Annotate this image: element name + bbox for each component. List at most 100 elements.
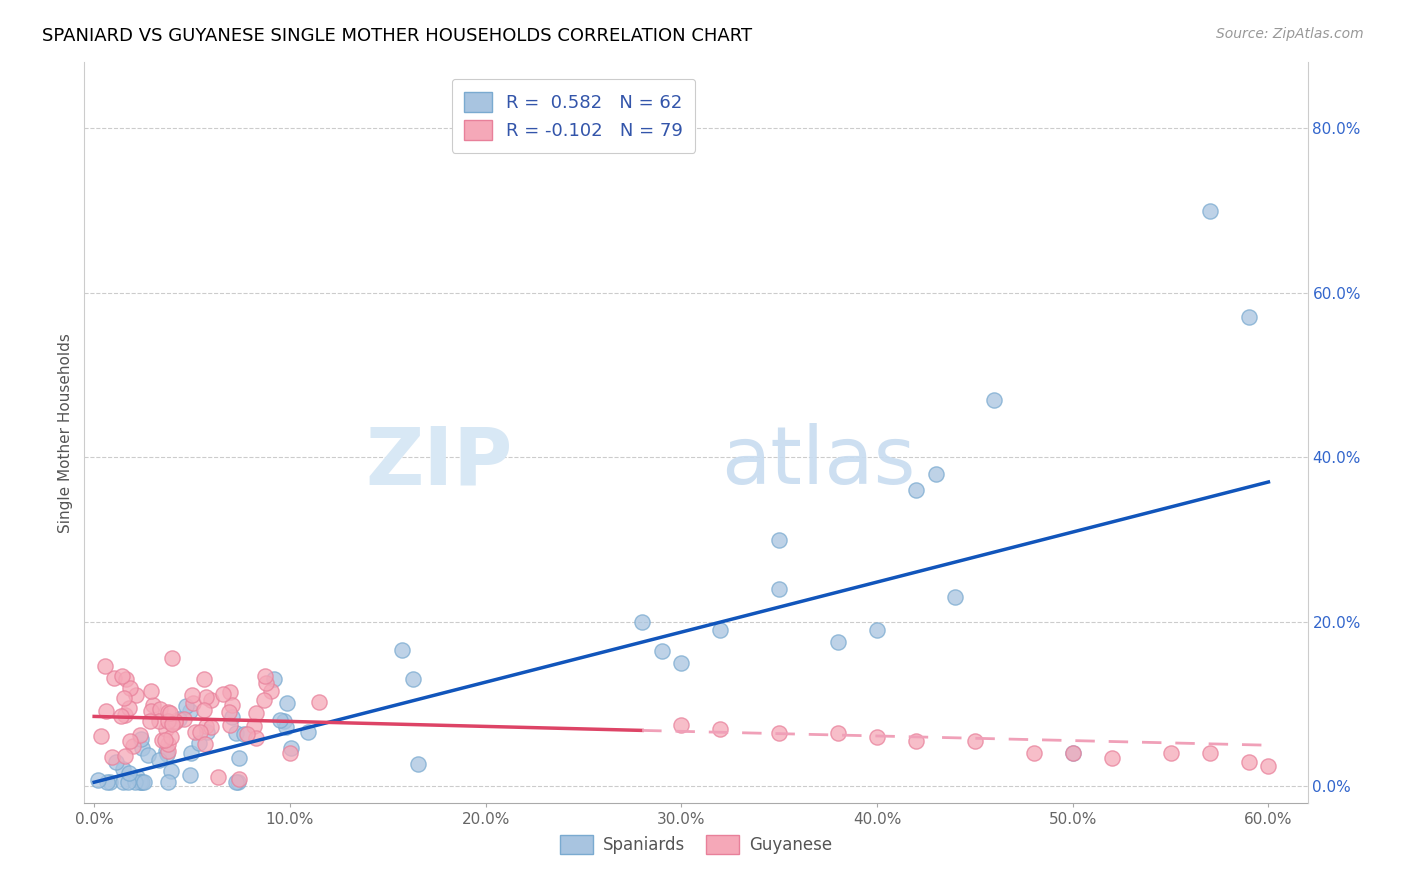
Point bbox=[1062, 747, 1084, 761]
Point bbox=[155, 722, 177, 736]
Point bbox=[156, 705, 179, 719]
Point bbox=[195, 725, 218, 739]
Point bbox=[1101, 750, 1123, 764]
Point bbox=[402, 672, 425, 686]
Point bbox=[278, 746, 301, 760]
Point bbox=[160, 650, 183, 665]
Point bbox=[269, 713, 291, 727]
Point bbox=[90, 729, 112, 743]
Point bbox=[709, 623, 731, 637]
Text: ZIP: ZIP bbox=[366, 423, 513, 501]
Point bbox=[221, 698, 243, 712]
Point bbox=[148, 753, 170, 767]
Point bbox=[160, 730, 183, 744]
Point bbox=[254, 675, 277, 690]
Point bbox=[139, 704, 162, 718]
Text: atlas: atlas bbox=[721, 423, 915, 501]
Point bbox=[148, 714, 170, 728]
Point bbox=[136, 748, 159, 763]
Point bbox=[180, 747, 202, 761]
Point bbox=[139, 714, 162, 729]
Point bbox=[1062, 747, 1084, 761]
Point bbox=[228, 772, 250, 786]
Point bbox=[243, 719, 266, 733]
Point bbox=[245, 706, 267, 720]
Point bbox=[263, 672, 285, 686]
Point bbox=[768, 726, 790, 740]
Point bbox=[226, 775, 249, 789]
Point bbox=[156, 714, 179, 728]
Point bbox=[225, 725, 247, 739]
Point bbox=[1198, 747, 1220, 761]
Point bbox=[276, 696, 298, 710]
Point bbox=[110, 709, 132, 723]
Point bbox=[131, 775, 153, 789]
Point bbox=[1257, 758, 1279, 772]
Point bbox=[125, 689, 148, 703]
Point bbox=[200, 720, 222, 734]
Point bbox=[149, 702, 172, 716]
Point bbox=[245, 731, 267, 746]
Point bbox=[233, 727, 256, 741]
Point bbox=[193, 703, 215, 717]
Point bbox=[218, 717, 240, 731]
Point bbox=[221, 710, 243, 724]
Point bbox=[193, 672, 215, 686]
Point bbox=[160, 764, 183, 778]
Point bbox=[120, 734, 142, 748]
Point bbox=[156, 747, 179, 762]
Point bbox=[94, 704, 117, 718]
Point bbox=[925, 467, 948, 481]
Point bbox=[118, 681, 141, 695]
Point bbox=[308, 695, 330, 709]
Point bbox=[173, 712, 195, 726]
Point bbox=[188, 724, 211, 739]
Point bbox=[160, 717, 183, 731]
Point bbox=[768, 582, 790, 596]
Point bbox=[104, 756, 127, 770]
Point bbox=[983, 392, 1005, 407]
Point bbox=[114, 707, 136, 722]
Point bbox=[157, 737, 180, 751]
Point bbox=[114, 672, 136, 686]
Point bbox=[169, 712, 191, 726]
Point bbox=[194, 737, 217, 751]
Point bbox=[391, 642, 413, 657]
Point bbox=[129, 732, 152, 747]
Point bbox=[651, 643, 673, 657]
Point bbox=[963, 734, 986, 748]
Point bbox=[139, 684, 162, 698]
Point bbox=[165, 714, 187, 729]
Point bbox=[114, 748, 136, 763]
Point bbox=[153, 733, 176, 747]
Point bbox=[129, 775, 152, 789]
Point bbox=[273, 714, 295, 728]
Point bbox=[155, 744, 177, 758]
Point bbox=[195, 719, 218, 733]
Point bbox=[905, 483, 928, 498]
Point bbox=[280, 741, 302, 756]
Point bbox=[150, 733, 173, 747]
Legend: Spaniards, Guyanese: Spaniards, Guyanese bbox=[554, 829, 838, 861]
Point bbox=[129, 775, 152, 789]
Point bbox=[129, 728, 152, 742]
Point bbox=[100, 775, 122, 789]
Text: Source: ZipAtlas.com: Source: ZipAtlas.com bbox=[1216, 27, 1364, 41]
Point bbox=[118, 766, 141, 780]
Point bbox=[87, 772, 110, 787]
Point bbox=[253, 693, 276, 707]
Point bbox=[118, 701, 141, 715]
Point bbox=[866, 730, 889, 744]
Point bbox=[96, 775, 118, 789]
Point bbox=[631, 615, 654, 629]
Point bbox=[218, 705, 240, 719]
Point bbox=[103, 671, 125, 685]
Point bbox=[219, 685, 242, 699]
Point bbox=[200, 693, 222, 707]
Point bbox=[159, 706, 181, 721]
Point bbox=[157, 774, 180, 789]
Point bbox=[176, 698, 198, 713]
Point bbox=[187, 736, 209, 750]
Point bbox=[274, 720, 297, 734]
Point bbox=[943, 590, 966, 604]
